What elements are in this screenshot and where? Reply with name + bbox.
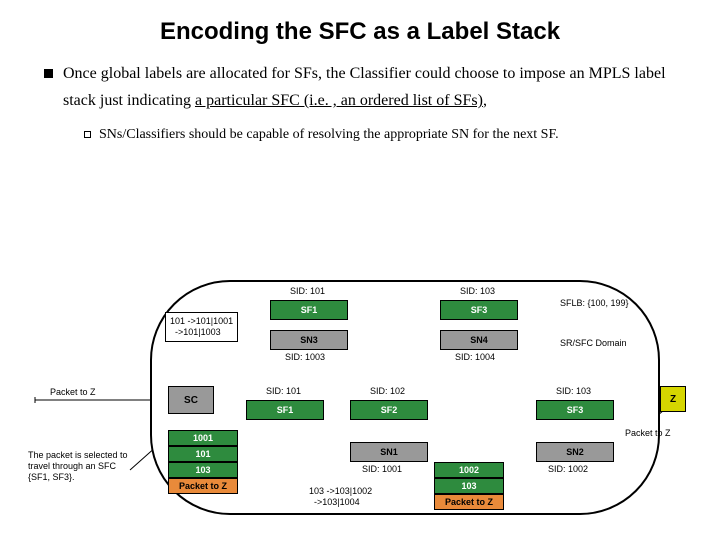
z-box: Z xyxy=(660,386,686,412)
bullet-1-post: , xyxy=(483,92,487,109)
callout-top: 101 ->101|1001 ->101|1003 xyxy=(165,312,238,342)
srsfc-label: SR/SFC Domain xyxy=(560,338,627,348)
label-stack-2: 1002 103 Packet to Z xyxy=(434,462,504,510)
bullet-area: Once global labels are allocated for SFs… xyxy=(0,46,720,145)
stack1-101: 101 xyxy=(168,446,238,462)
note-packet: The packet is selected to travel through… xyxy=(28,450,138,482)
sn4: SN4 xyxy=(440,330,518,350)
sid-101-top: SID: 101 xyxy=(290,286,325,296)
diagram: Packet to Z SID: 101 SID: 103 SF1 SF3 SN… xyxy=(0,270,720,530)
stack2-103: 103 xyxy=(434,478,504,494)
bullet-1-underline: a particular SFC (i.e. , an ordered list… xyxy=(195,92,483,109)
page-title: Encoding the SFC as a Label Stack xyxy=(0,0,720,46)
sf2: SF2 xyxy=(350,400,428,420)
stack1-103: 103 xyxy=(168,462,238,478)
callout-bottom: 103 ->103|1002 ->103|1004 xyxy=(305,483,376,511)
sid-1002: SID: 1002 xyxy=(548,464,588,474)
sflb-label: SFLB: {100, 199} xyxy=(560,298,629,308)
sid-103-mid: SID: 103 xyxy=(556,386,591,396)
sid-101-mid: SID: 101 xyxy=(266,386,301,396)
sid-102-mid: SID: 102 xyxy=(370,386,405,396)
sc-box: SC xyxy=(168,386,214,414)
bullet-2-text: SNs/Classifiers should be capable of res… xyxy=(99,124,559,145)
sid-103-top: SID: 103 xyxy=(460,286,495,296)
stack2-packet: Packet to Z xyxy=(434,494,504,510)
stack2-1002: 1002 xyxy=(434,462,504,478)
sf3-bot: SF3 xyxy=(536,400,614,420)
label-stack-1: 1001 101 103 Packet to Z xyxy=(168,430,238,494)
sid-1001: SID: 1001 xyxy=(362,464,402,474)
sid-1003: SID: 1003 xyxy=(285,352,325,362)
bullet-2: SNs/Classifiers should be capable of res… xyxy=(84,124,690,145)
sf1-bot: SF1 xyxy=(246,400,324,420)
square-bullet-icon xyxy=(44,69,53,78)
sn3: SN3 xyxy=(270,330,348,350)
sf3-top: SF3 xyxy=(440,300,518,320)
hollow-square-icon xyxy=(84,131,91,138)
sn1: SN1 xyxy=(350,442,428,462)
sid-1004: SID: 1004 xyxy=(455,352,495,362)
sn2: SN2 xyxy=(536,442,614,462)
packet-label-right: Packet to Z xyxy=(625,428,671,438)
sf1-top: SF1 xyxy=(270,300,348,320)
stack1-1001: 1001 xyxy=(168,430,238,446)
bullet-1: Once global labels are allocated for SFs… xyxy=(44,60,690,114)
packet-label-left: Packet to Z xyxy=(50,387,96,397)
stack1-packet: Packet to Z xyxy=(168,478,238,494)
